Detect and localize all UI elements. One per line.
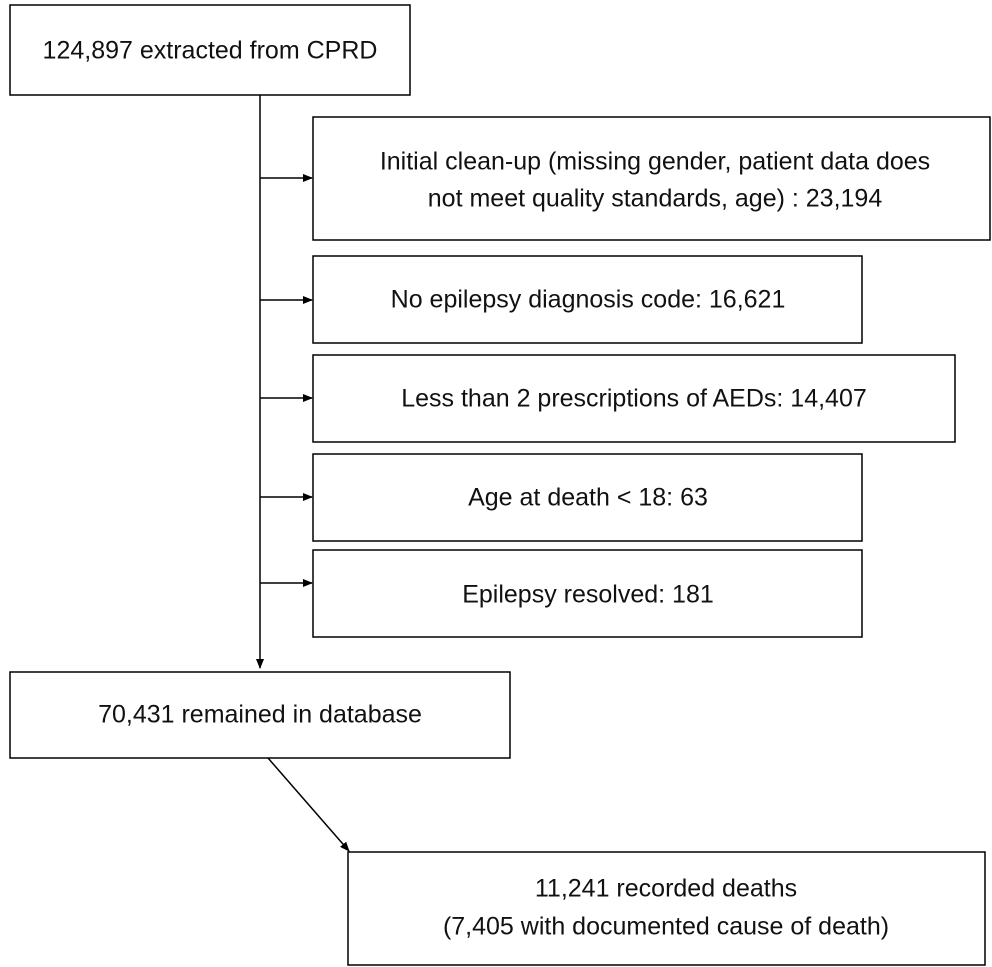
box (347, 851, 986, 966)
box-label: Initial clean-up (missing gender, patien… (380, 148, 930, 176)
box (9, 671, 511, 759)
box-label: Age at death < 18: 63 (468, 484, 708, 512)
box-label: not meet quality standards, age) : 23,19… (428, 185, 883, 213)
box-label: 11,241 recorded deaths (535, 875, 797, 903)
box (312, 453, 863, 542)
box-label: Epilepsy resolved: 181 (462, 581, 714, 609)
box (312, 354, 956, 443)
box (312, 549, 863, 638)
box-label: 124,897 extracted from CPRD (43, 37, 378, 65)
box-label: Less than 2 prescriptions of AEDs: 14,40… (401, 385, 867, 413)
connectors (256, 95, 350, 852)
box-label: No epilepsy diagnosis code: 16,621 (391, 286, 786, 314)
box-label: 70,431 remained in database (98, 701, 422, 729)
diagonal-arrow (267, 757, 350, 852)
box (312, 116, 991, 241)
box (9, 4, 411, 96)
box-label: (7,405 with documented cause of death) (443, 913, 889, 941)
box (312, 255, 863, 344)
